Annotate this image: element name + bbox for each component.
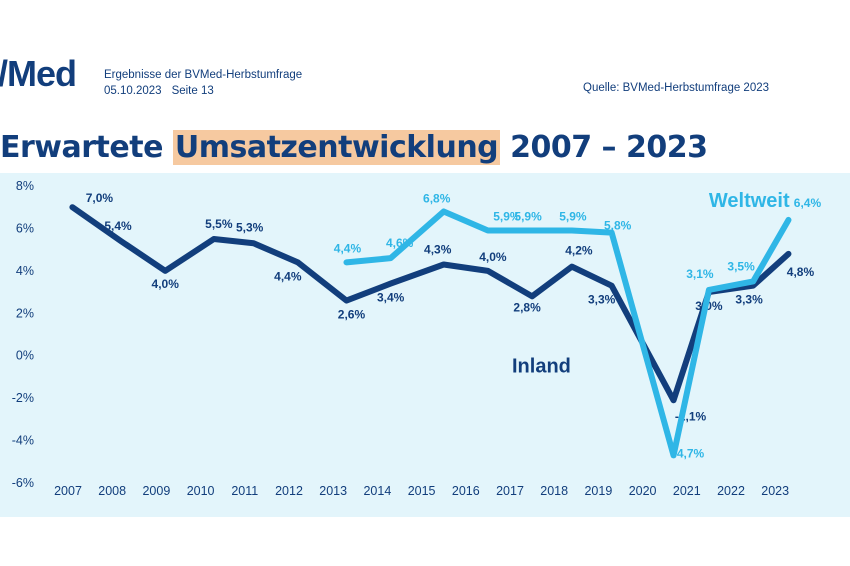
x-tick-label: 2014 — [363, 484, 391, 498]
y-tick-label: -2% — [12, 391, 34, 405]
data-label: 4,3% — [424, 242, 452, 256]
chart-area: 8% 6% 4% 2% 0% -2% -4% -6% 2007 2008 2009 2010 2011 2… — [0, 173, 850, 517]
y-tick-label: 8% — [16, 179, 34, 193]
x-tick-label: 2018 — [540, 484, 568, 498]
y-tick-label: 0% — [16, 349, 34, 363]
y-tick-label: -4% — [12, 434, 34, 448]
data-label: 3,3% — [588, 293, 616, 307]
data-label: 3,3% — [735, 293, 763, 307]
series-line-inland — [69, 204, 792, 404]
x-tick-label: 2021 — [673, 484, 701, 498]
data-label: 5,9% — [559, 210, 587, 224]
data-label: 4,0% — [152, 277, 180, 291]
y-tick-label: -6% — [12, 476, 34, 490]
x-tick-label: 2016 — [452, 484, 480, 498]
series-label-inland: Inland — [512, 356, 571, 378]
data-label: 4,2% — [565, 244, 593, 258]
data-label: 3,5% — [727, 259, 755, 273]
title-part-2: 2007 – 2023 — [500, 130, 708, 165]
x-tick-label: 2010 — [187, 484, 215, 498]
x-tick-label: 2023 — [761, 484, 789, 498]
report-page: Seite 13 — [171, 85, 214, 97]
data-label: 4,8% — [787, 265, 815, 279]
data-label: 6,4% — [794, 196, 822, 210]
y-tick-label: 4% — [16, 264, 34, 278]
y-tick-label: 6% — [16, 221, 34, 235]
y-tick-label: 2% — [16, 306, 34, 320]
bvmed-logo: /Med — [0, 53, 77, 94]
title-part-1: Erwartete — [0, 130, 173, 165]
data-label: 5,8% — [604, 219, 632, 233]
data-label: -4,7% — [673, 446, 705, 460]
line-chart: 8% 6% 4% 2% 0% -2% -4% -6% 2007 2008 2009 2010 2011 2… — [12, 179, 822, 498]
x-tick-label: 2013 — [319, 484, 347, 498]
data-label: 4,0% — [479, 250, 507, 264]
report-subtitle: Ergebnisse der BVMed-Herbstumfrage — [104, 69, 303, 81]
data-label: 5,9% — [514, 210, 542, 224]
data-label: 6,8% — [423, 191, 451, 205]
report-date: 05.10.2023 — [104, 85, 162, 97]
series-label-weltweit: Weltweit — [709, 190, 790, 212]
report-date-page: 05.10.2023 Seite 13 — [104, 83, 302, 99]
x-tick-label: 2022 — [717, 484, 745, 498]
data-label: 5,3% — [236, 220, 264, 234]
data-label: 4,6% — [386, 236, 414, 250]
x-tick-label: 2019 — [584, 484, 612, 498]
report-meta: Ergebnisse der BVMed-Herbstumfrage 05.10… — [104, 67, 302, 99]
data-label: 7,0% — [86, 191, 114, 205]
x-tick-label: 2011 — [231, 484, 258, 498]
data-label: 2,8% — [513, 300, 541, 314]
data-label: 5,9% — [493, 210, 521, 224]
data-label: 3,4% — [377, 291, 405, 305]
x-tick-label: 2008 — [98, 484, 126, 498]
x-tick-label: 2020 — [629, 484, 657, 498]
source-note: Quelle: BVMed-Herbstumfrage 2023 — [583, 82, 770, 94]
data-label: 4,4% — [274, 269, 302, 283]
x-tick-label: 2009 — [142, 484, 170, 498]
data-label: 4,4% — [334, 241, 362, 255]
data-label: 5,5% — [205, 217, 233, 231]
data-label: 5,4% — [104, 219, 132, 233]
x-tick-label: 2007 — [54, 484, 82, 498]
data-label: 2,6% — [338, 308, 366, 322]
x-tick-label: 2015 — [408, 484, 436, 498]
title-highlight: Umsatzentwicklung — [172, 130, 501, 165]
x-tick-label: 2012 — [275, 484, 303, 498]
data-label: 3,1% — [686, 267, 714, 281]
page-title: Erwartete Umsatzentwicklung 2007 – 2023 — [0, 130, 708, 166]
x-tick-label: 2017 — [496, 484, 524, 498]
